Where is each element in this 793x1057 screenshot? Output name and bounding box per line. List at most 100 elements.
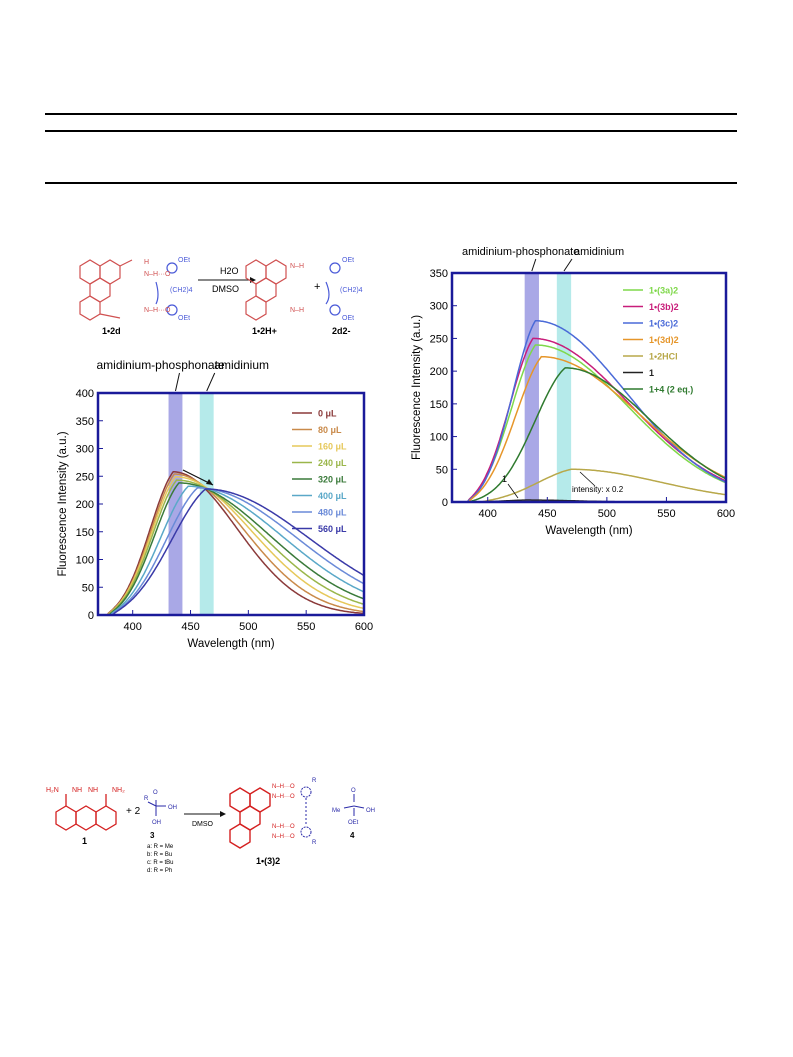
phosphonate-reactant-icon [155, 262, 178, 316]
chart2-ytick-label-2: 100 [430, 432, 448, 444]
scheme-bottom: H₂N NH NH NH₂ 1 + 2 R O OH OH 3 a: R = M… [46, 778, 375, 874]
product1-label: 1•2H+ [252, 326, 277, 336]
chart2-series-2 [452, 320, 727, 503]
anthracene-product-icon [245, 259, 287, 321]
chart1-band-arrow-0 [174, 372, 180, 392]
chart2-annotation-scale: intensity: x 0.2 [572, 485, 624, 494]
chart1-band-label-1: amidinium [214, 358, 269, 372]
chart1-xlabel: Wavelength (nm) [187, 638, 274, 650]
svg-text:OEt: OEt [178, 315, 190, 322]
svg-text:N–H···O: N–H···O [272, 784, 295, 790]
product2-label: 2d2- [332, 326, 351, 336]
chart1-ytick-label-1: 50 [82, 582, 94, 594]
chart1-xtick-label-3: 550 [297, 621, 315, 633]
scheme-top: H N–H···O OEt (CH2)4 N–H···O OEt 1•2d H2… [79, 257, 363, 336]
svg-text:R: R [312, 778, 317, 784]
svg-text:OEt: OEt [342, 315, 354, 322]
svg-text:R: R [312, 840, 317, 846]
chart2-legend-label-0: 1•(3a)2 [649, 286, 678, 296]
chart1-ytick-label-2: 100 [76, 555, 94, 567]
chart2-ylabel: Fluorescence Intensity (a.u.) [411, 315, 423, 460]
chart1-series-0 [98, 471, 365, 616]
chart1-series-6 [98, 487, 365, 616]
reagent-top: H2O [220, 266, 239, 276]
chart1-legend-label-1: 80 μL [318, 425, 342, 435]
reactant-label: 1•2d [102, 326, 121, 336]
svg-text:Me: Me [332, 808, 341, 814]
svg-text:N–H···O: N–H···O [272, 794, 295, 800]
svg-text:NH₂: NH₂ [112, 787, 125, 794]
chart2-band-0 [524, 273, 539, 502]
svg-text:b: R = Bu: b: R = Bu [147, 852, 172, 858]
svg-text:NH: NH [88, 787, 98, 794]
chart2-annotation-one: 1 [502, 474, 507, 484]
chart1-ytick-label-5: 250 [76, 471, 94, 483]
svg-text:N–H···O: N–H···O [272, 824, 295, 830]
svg-text:NH: NH [72, 787, 82, 794]
svg-text:OH: OH [152, 820, 161, 826]
chart1-xtick-label-0: 400 [124, 621, 142, 633]
phosphonate-product-icon [325, 262, 341, 316]
chart1-ytick-label-4: 200 [76, 499, 94, 511]
chart2-annotation-arrow [579, 471, 596, 487]
svg-text:N–H···O: N–H···O [144, 271, 171, 278]
svg-text:N–H: N–H [290, 263, 304, 270]
chart1-series-3 [98, 479, 365, 616]
svg-text:OEt: OEt [342, 257, 354, 264]
svg-text:O: O [351, 788, 356, 794]
plus-sign: + [314, 281, 320, 293]
compound-4-label: 4 [350, 831, 355, 840]
chart1-ytick-label-3: 150 [76, 527, 94, 539]
chart2-ytick-label-4: 200 [430, 366, 448, 378]
chart1-legend-label-3: 240 μL [318, 458, 347, 468]
chart2-ytick-label-5: 250 [430, 333, 448, 345]
chart2-annotation-one-arrow [507, 483, 519, 499]
chart1-xtick-label-2: 500 [239, 621, 257, 633]
chart2-band-arrow-0 [531, 258, 537, 272]
chart1-ylabel: Fluorescence Intensity (a.u.) [57, 431, 69, 576]
chart1-xtick-label-4: 600 [355, 621, 373, 633]
chart1-ytick-label-7: 350 [76, 416, 94, 428]
chart2-xtick-label-3: 550 [657, 508, 675, 520]
compound-1-label: 1 [82, 836, 87, 846]
chart2-ytick-label-0: 0 [442, 497, 448, 509]
chart1-legend-label-0: 0 μL [318, 409, 337, 419]
chart1-series-4 [98, 482, 365, 616]
top-rule-3 [45, 182, 737, 184]
svg-text:R: R [144, 796, 149, 802]
chart2-legend-label-5: 1 [649, 368, 654, 378]
chart1-ytick-label-6: 300 [76, 444, 94, 456]
chart1-series-1 [98, 473, 365, 616]
svg-text:H₂N: H₂N [46, 787, 59, 794]
chart2-series-6 [452, 367, 727, 503]
svg-text:OEt: OEt [348, 820, 359, 826]
chart1-ytick-label-8: 400 [76, 388, 94, 400]
svg-text:OH: OH [366, 808, 375, 814]
solvent-label: DMSO [192, 821, 214, 828]
chart2-legend-label-4: 1•2HCl [649, 352, 678, 362]
chart1-band-label-0: amidinium-phosphonate [97, 358, 225, 372]
svg-text:(CH2)4: (CH2)4 [170, 287, 193, 294]
svg-text:O: O [153, 790, 158, 796]
top-rule-2 [45, 130, 737, 132]
titration-arrowhead [206, 479, 213, 485]
svg-text:H: H [144, 259, 149, 266]
chart1-series-2 [98, 476, 365, 616]
svg-text:N–H···O: N–H···O [272, 834, 295, 840]
chart2-xtick-label-0: 400 [479, 508, 497, 520]
chart2-frame [450, 271, 728, 504]
compound-3-icon [147, 800, 166, 816]
chart2-ytick-label-3: 150 [430, 399, 448, 411]
chart2-legend-label-6: 1+4 (2 eq.) [649, 385, 693, 395]
chart1-legend-label-4: 320 μL [318, 475, 347, 485]
chart2-ytick-label-7: 350 [430, 268, 448, 280]
chart2-band-label-1: amidinium [574, 246, 624, 258]
compound-4-icon [343, 794, 365, 816]
svg-text:c: R = tBu: c: R = tBu [147, 860, 174, 866]
chart2-band-1 [556, 273, 572, 502]
chart1-series-5 [98, 485, 365, 616]
chart1-legend-label-7: 560 μL [318, 524, 347, 534]
chart1-ytick-label-0: 0 [88, 610, 94, 622]
